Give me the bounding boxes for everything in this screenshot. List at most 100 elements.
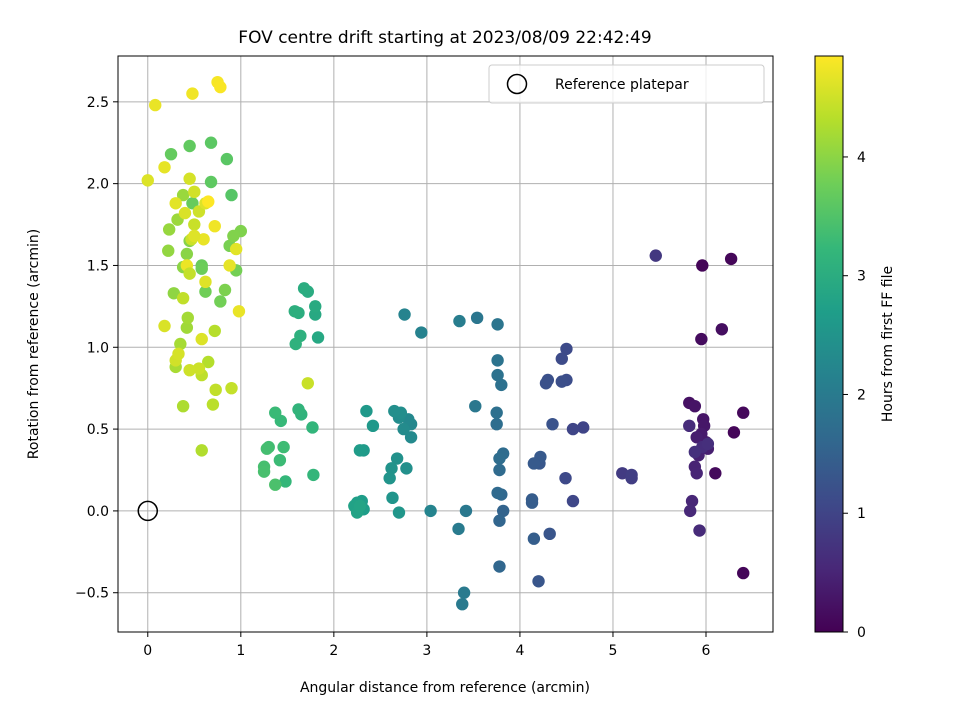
data-point [183,172,196,185]
data-point [204,136,218,149]
colorbar-tick-label: 2 [857,387,866,403]
data-point [214,80,227,94]
legend-box [488,64,765,104]
colorbar-tick-label: 0 [857,625,866,641]
data-point [277,440,290,454]
y-axis-ticks: −0.5 0.0 0.5 1.0 1.5 2.0 2.5 [75,95,118,602]
data-point [164,147,178,161]
data-point [180,321,194,334]
data-point [188,218,201,231]
data-point [690,431,703,444]
data-point [353,499,367,513]
data-point [353,444,367,457]
data-point [307,468,320,482]
data-point [306,421,319,434]
data-point [685,494,699,508]
data-point [555,375,568,388]
data-point [495,378,508,392]
x-tick-label: 4 [515,643,524,659]
data-point [288,305,301,318]
data-point [559,471,572,485]
data-point [149,98,162,112]
data-point [693,524,706,537]
data-point [696,259,709,272]
data-point [491,354,504,367]
data-point [158,319,171,333]
data-point [491,368,504,382]
x-tick-label: 1 [236,643,245,659]
x-tick-label: 5 [609,643,618,659]
legend: Reference platepar [488,64,765,104]
data-point [390,452,404,465]
y-tick-label: −0.5 [75,586,109,602]
y-tick-label: 0.0 [87,504,109,520]
data-point [490,417,503,431]
data-point [192,362,206,375]
data-point [232,305,246,318]
data-point [690,467,703,480]
data-point [260,442,274,455]
legend-label: Reference platepar [555,77,689,93]
data-point [218,283,232,297]
data-point [459,504,473,518]
data-point [527,457,541,470]
data-point [311,331,325,344]
data-point [188,229,201,243]
data-point [625,468,638,482]
data-point [289,337,302,351]
data-point [183,267,196,280]
data-point [496,504,510,518]
x-tick-label: 6 [702,643,711,659]
x-tick-label: 0 [143,643,152,659]
data-point [225,188,238,202]
data-point [176,399,190,413]
colorbar-label: Hours from first FF file [880,266,896,422]
data-point [180,247,194,261]
data-point [181,311,194,325]
data-point [539,377,553,390]
y-axis-label: Rotation from reference (arcmin) [26,229,42,459]
data-point [141,174,154,187]
data-point [404,431,418,444]
data-point [546,417,559,431]
y-tick-label: 1.0 [87,340,109,356]
data-point [383,471,396,485]
data-point [183,139,196,153]
data-point [366,419,380,433]
y-tick-label: 2.0 [87,177,109,193]
colorbar-gradient [814,55,844,633]
data-point [649,249,662,262]
data-point [162,244,175,257]
data-point [279,475,292,488]
data-point [415,326,428,339]
data-point [688,445,702,459]
colorbar-tick-label: 1 [857,506,866,522]
x-axis-ticks: 0 1 2 3 4 5 6 [143,632,711,659]
data-point [695,332,708,346]
data-point [197,233,210,246]
data-point [209,383,222,397]
data-point [309,300,322,313]
data-point [527,532,541,545]
data-point [576,421,590,434]
data-point [227,229,240,243]
data-point [532,575,545,588]
data-point [400,462,413,475]
x-tick-label: 2 [329,643,338,659]
data-point [715,323,729,336]
data-point [172,347,185,361]
x-tick-label: 3 [422,643,431,659]
data-point [424,504,437,518]
data-points [141,75,750,611]
data-point [167,287,181,300]
colorbar-tick-label: 3 [857,269,866,285]
data-point [683,419,696,433]
data-point [491,318,504,331]
reference-marker [137,500,159,522]
data-point [183,363,196,377]
data-point [292,403,305,416]
data-point [188,185,201,199]
data-point [208,324,221,338]
